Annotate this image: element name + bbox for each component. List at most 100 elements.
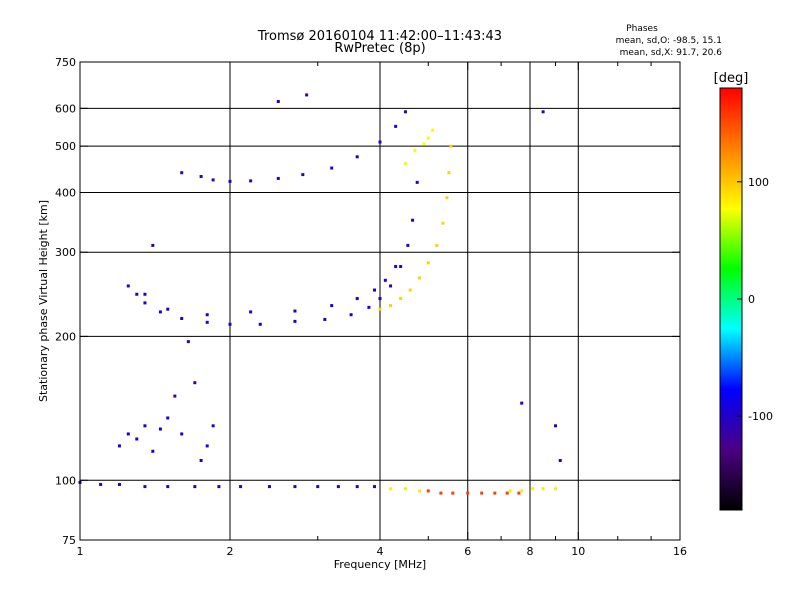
data-point [439, 491, 443, 495]
y-tick-label: 100 [55, 474, 76, 487]
data-point [193, 485, 197, 489]
data-point [239, 485, 243, 489]
data-point [408, 288, 412, 292]
data-point [378, 297, 382, 301]
data-points [78, 93, 562, 495]
data-point [441, 221, 445, 225]
data-point [301, 173, 305, 177]
data-point [520, 401, 524, 405]
data-point [205, 444, 209, 448]
data-point [180, 432, 184, 436]
data-point [449, 144, 453, 148]
data-point [520, 489, 524, 493]
chart-subtitle: RwPretec (8p) [334, 41, 425, 56]
data-point [389, 284, 393, 288]
data-point [186, 340, 190, 344]
data-point [276, 100, 280, 104]
data-point [466, 491, 470, 495]
data-point [383, 278, 387, 282]
data-point [403, 161, 407, 165]
y-axis-label: Stationary phase Virtual Height [km] [37, 200, 50, 402]
data-point [199, 175, 203, 179]
data-point [249, 179, 253, 183]
data-point [417, 276, 421, 280]
x-tick-label: 1 [77, 545, 84, 558]
data-point [378, 307, 382, 311]
data-point [293, 485, 297, 489]
x-tick-label: 10 [571, 545, 585, 558]
data-point [211, 178, 215, 182]
data-point [558, 458, 562, 462]
data-point [180, 316, 184, 320]
data-point [249, 310, 253, 314]
data-point [323, 317, 327, 321]
colorbar-ticks: 100 0 -100 [737, 176, 773, 423]
data-point [349, 313, 353, 317]
grid-lines [80, 62, 680, 540]
data-point [117, 444, 121, 448]
data-point [228, 322, 232, 326]
data-point [211, 424, 215, 428]
data-point [316, 485, 320, 489]
data-point [389, 304, 393, 308]
data-point [426, 489, 430, 493]
data-point [417, 489, 421, 493]
data-point [541, 487, 545, 491]
data-point [394, 265, 398, 269]
data-point [413, 148, 417, 152]
data-point [480, 491, 484, 495]
data-point [426, 136, 430, 140]
data-point [276, 176, 280, 180]
data-point [193, 381, 197, 385]
data-point [541, 110, 545, 114]
data-point [378, 140, 382, 144]
y-tick-label: 500 [55, 140, 76, 153]
data-point [447, 171, 451, 175]
x-tick-label: 2 [227, 545, 234, 558]
data-point [373, 288, 377, 292]
x-tick-label: 8 [527, 545, 534, 558]
data-point [143, 485, 147, 489]
y-tick-label: 400 [55, 186, 76, 199]
data-point [117, 482, 121, 486]
data-point [406, 243, 410, 247]
data-point [355, 155, 359, 159]
data-point [415, 180, 419, 184]
data-point [394, 124, 398, 128]
data-point [135, 437, 139, 441]
data-point [403, 110, 407, 114]
data-point [267, 485, 271, 489]
phase-stats-x: mean, sd,X: 91.7, 20.6 [620, 48, 723, 58]
data-point [451, 491, 455, 495]
colorbar-tick-label: 100 [748, 176, 769, 189]
data-point [426, 261, 430, 265]
data-point [493, 491, 497, 495]
y-tick-label: 600 [55, 102, 76, 115]
axis-ticks: 1 2 4 6 8 10 16 75 100 200 300 400 500 600 750 [55, 56, 687, 558]
x-tick-label: 4 [377, 545, 384, 558]
data-point [293, 309, 297, 313]
phase-stats-o: mean, sd,O: -98.5, 15.1 [616, 36, 722, 46]
y-tick-label: 750 [55, 56, 76, 69]
x-axis-label: Frequency [MHz] [334, 558, 426, 571]
data-point [330, 304, 334, 308]
data-point [305, 93, 309, 97]
data-point [166, 416, 170, 420]
data-point [389, 487, 393, 491]
data-point [258, 322, 262, 326]
data-point [135, 292, 139, 296]
data-point [508, 489, 512, 493]
x-tick-label: 6 [464, 545, 471, 558]
data-point [151, 449, 155, 453]
y-tick-label: 75 [62, 534, 76, 547]
data-point [411, 218, 415, 222]
data-point [373, 485, 377, 489]
data-point [99, 482, 103, 486]
data-point [445, 196, 449, 200]
data-point [158, 310, 162, 314]
colorbar-label: [deg] [714, 71, 749, 86]
data-point [228, 179, 232, 183]
data-point [166, 485, 170, 489]
